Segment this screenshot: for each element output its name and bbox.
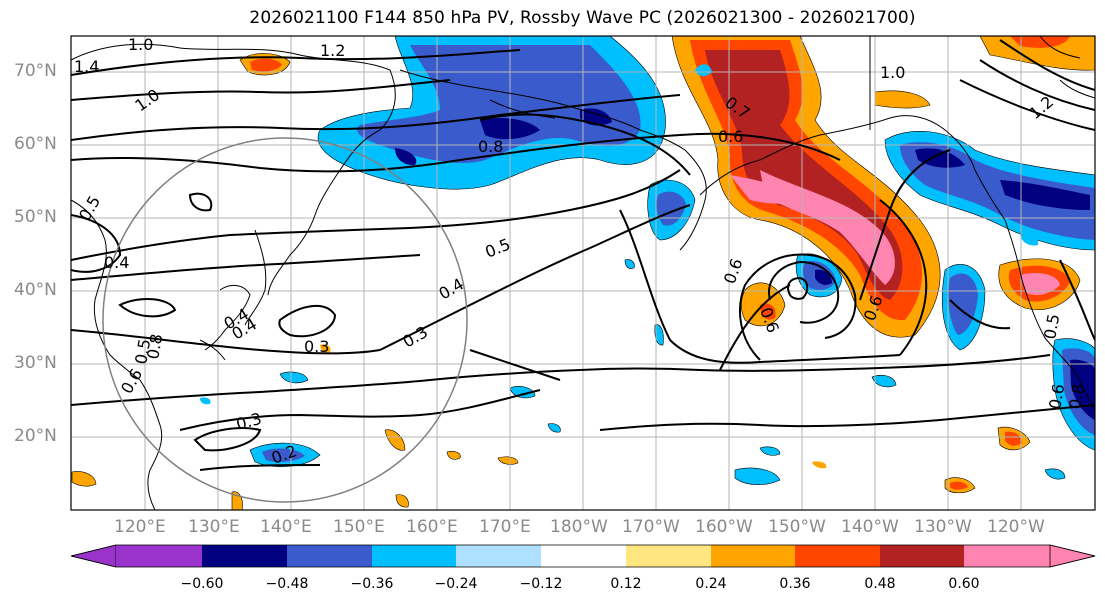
- colorbar-tick-label: 0.24: [695, 576, 727, 592]
- colorbar-tick-label: 0.12: [610, 576, 642, 592]
- colorbar-segment: [372, 545, 456, 567]
- lon-label: 170°W: [622, 517, 680, 537]
- colorbar-segment: [456, 545, 541, 567]
- contour-label: 0.8: [478, 137, 503, 156]
- colorbar-tick-label: −0.24: [434, 576, 478, 592]
- pv-contours: [71, 39, 1095, 471]
- colorbar-segment: [795, 545, 880, 567]
- lat-label: 40°N: [14, 280, 57, 300]
- contour-label: 0.8: [1065, 382, 1088, 410]
- lon-label: 150°W: [768, 517, 826, 537]
- colorbar: [70, 544, 1096, 568]
- colorbar-tick-label: −0.36: [350, 576, 394, 592]
- lat-label: 20°N: [14, 426, 57, 446]
- lon-label: 150°E: [333, 517, 385, 537]
- colorbar-tick-label: −0.48: [265, 576, 309, 592]
- lon-label: 160°E: [406, 517, 458, 537]
- contour-label: 0.5: [1040, 312, 1063, 340]
- colorbar-tick-label: 0.36: [779, 576, 811, 592]
- contour-label: 0.5: [131, 337, 154, 365]
- contour-label: 1.4: [74, 57, 99, 76]
- lat-label: 30°N: [14, 353, 57, 373]
- contour-label: 1.0: [128, 35, 153, 54]
- colorbar-segment: [964, 545, 1050, 567]
- lon-label: 170°E: [479, 517, 531, 537]
- contour-label: 0.3: [304, 337, 329, 356]
- lon-label: 140°E: [260, 517, 312, 537]
- colorbar-segment: [541, 545, 626, 567]
- plot-frame: [70, 35, 1096, 511]
- colorbar-segment: [626, 545, 711, 567]
- contour-label: 0.6: [718, 127, 743, 146]
- map-title: 2026021100 F144 850 hPa PV, Rossby Wave …: [249, 8, 916, 28]
- contour-label: 0.8: [143, 332, 166, 360]
- lon-label: 160°W: [695, 517, 753, 537]
- contour-label: 1.0: [880, 63, 905, 82]
- colorbar-segment: [880, 545, 964, 567]
- contour-label: 0.6: [1045, 382, 1068, 410]
- colorbar-segment: [711, 545, 795, 567]
- lat-label: 60°N: [14, 134, 57, 154]
- lat-label: 50°N: [14, 207, 57, 227]
- coastlines: [71, 36, 1095, 510]
- colorbar-tick-label: −0.12: [519, 576, 563, 592]
- contour-label: 0.4: [104, 253, 129, 272]
- lat-label: 70°N: [14, 61, 57, 81]
- lon-label: 120°W: [987, 517, 1045, 537]
- lon-label: 140°W: [841, 517, 899, 537]
- highlight-circle: [102, 137, 468, 503]
- colorbar-tick-label: 0.48: [864, 576, 896, 592]
- colorbar-segment: [202, 545, 287, 567]
- lon-label: 120°E: [114, 517, 166, 537]
- lon-label: 130°W: [914, 517, 972, 537]
- colorbar-segment: [287, 545, 372, 567]
- colorbar-tick-label: 0.60: [948, 576, 980, 592]
- lon-label: 180°W: [550, 517, 608, 537]
- plot-area: [71, 36, 1095, 510]
- colorbar-extend-high: [1049, 544, 1096, 568]
- lon-label: 130°E: [188, 517, 240, 537]
- contour-label: 1.2: [320, 41, 345, 60]
- colorbar-segment: [116, 545, 202, 567]
- colorbar-extend-low: [70, 544, 117, 568]
- colorbar-tick-label: −0.60: [180, 576, 224, 592]
